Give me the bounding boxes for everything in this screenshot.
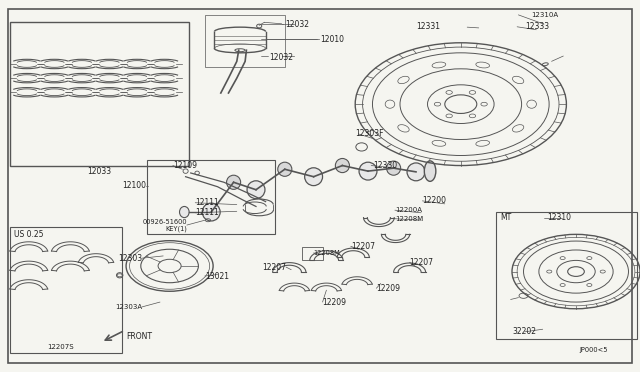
Ellipse shape xyxy=(359,162,377,180)
Text: JP000<5: JP000<5 xyxy=(579,347,608,353)
Text: 32202: 32202 xyxy=(512,327,536,336)
Text: 12200: 12200 xyxy=(422,196,447,205)
Bar xyxy=(10,22,189,166)
Ellipse shape xyxy=(305,168,323,186)
Text: 12209: 12209 xyxy=(376,284,401,293)
Text: 12208M: 12208M xyxy=(395,216,423,222)
Text: 12333: 12333 xyxy=(525,22,549,31)
Text: KEY(1): KEY(1) xyxy=(165,225,187,232)
Ellipse shape xyxy=(202,203,220,221)
Text: 12032: 12032 xyxy=(285,20,309,29)
Bar xyxy=(302,247,323,260)
Text: 12310A: 12310A xyxy=(531,12,558,18)
Text: FRONT: FRONT xyxy=(127,332,153,341)
Text: 12207: 12207 xyxy=(410,258,434,267)
Text: 12207: 12207 xyxy=(351,242,375,251)
Text: 12208M: 12208M xyxy=(314,250,340,256)
Ellipse shape xyxy=(424,161,436,181)
Ellipse shape xyxy=(387,161,401,175)
Text: 12209: 12209 xyxy=(323,298,347,307)
Ellipse shape xyxy=(278,162,292,176)
Text: 12111: 12111 xyxy=(195,208,219,217)
Text: 12207: 12207 xyxy=(262,263,286,272)
Ellipse shape xyxy=(227,175,241,189)
Bar xyxy=(10,227,122,353)
Text: 12207S: 12207S xyxy=(47,344,74,350)
Text: US 0.25: US 0.25 xyxy=(14,230,44,239)
Text: 13021: 13021 xyxy=(205,272,229,280)
Text: 12109: 12109 xyxy=(173,161,197,170)
Text: 12200A: 12200A xyxy=(395,207,422,213)
Text: 12303F: 12303F xyxy=(355,129,384,138)
Bar xyxy=(147,160,275,234)
Text: 12100: 12100 xyxy=(122,182,146,190)
Ellipse shape xyxy=(407,163,425,181)
Text: 12303: 12303 xyxy=(118,254,142,263)
Text: MT: MT xyxy=(500,213,512,222)
Text: 12303A: 12303A xyxy=(115,304,142,310)
Text: 12330: 12330 xyxy=(373,161,397,170)
Text: 12033: 12033 xyxy=(87,167,111,176)
Bar xyxy=(496,212,637,339)
Ellipse shape xyxy=(335,158,349,173)
Text: 12010: 12010 xyxy=(320,35,344,44)
Bar xyxy=(205,15,285,67)
Ellipse shape xyxy=(179,206,189,218)
Ellipse shape xyxy=(247,181,265,199)
Text: 12310: 12310 xyxy=(547,213,572,222)
Text: 12111: 12111 xyxy=(195,198,219,207)
Text: 12331: 12331 xyxy=(416,22,440,31)
Text: 12032: 12032 xyxy=(269,53,293,62)
Text: 00926-51600: 00926-51600 xyxy=(142,219,187,225)
